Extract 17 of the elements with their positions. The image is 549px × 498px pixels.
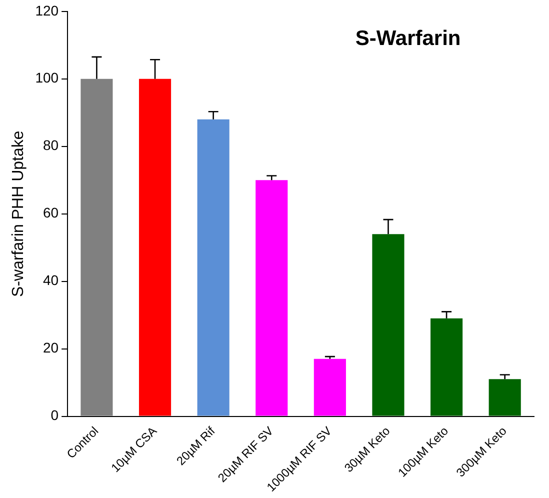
y-tick-label: 20 <box>42 340 59 356</box>
bar <box>197 119 230 416</box>
y-tick-label: 120 <box>35 2 59 18</box>
bar <box>430 318 463 416</box>
y-tick-label: 80 <box>42 137 59 154</box>
y-axis-title: S-warfarin PHH Uptake <box>10 130 28 297</box>
bar <box>372 234 404 416</box>
bar <box>80 78 113 416</box>
y-tick-label: 0 <box>50 407 59 424</box>
bar <box>138 78 172 416</box>
bar <box>488 379 521 416</box>
bar <box>314 358 346 416</box>
y-tick-label: 100 <box>35 70 59 86</box>
y-tick-label: 60 <box>42 204 59 221</box>
y-tick-label: 40 <box>42 272 59 288</box>
bar <box>256 180 288 416</box>
text: S-Warfarin <box>355 27 461 50</box>
